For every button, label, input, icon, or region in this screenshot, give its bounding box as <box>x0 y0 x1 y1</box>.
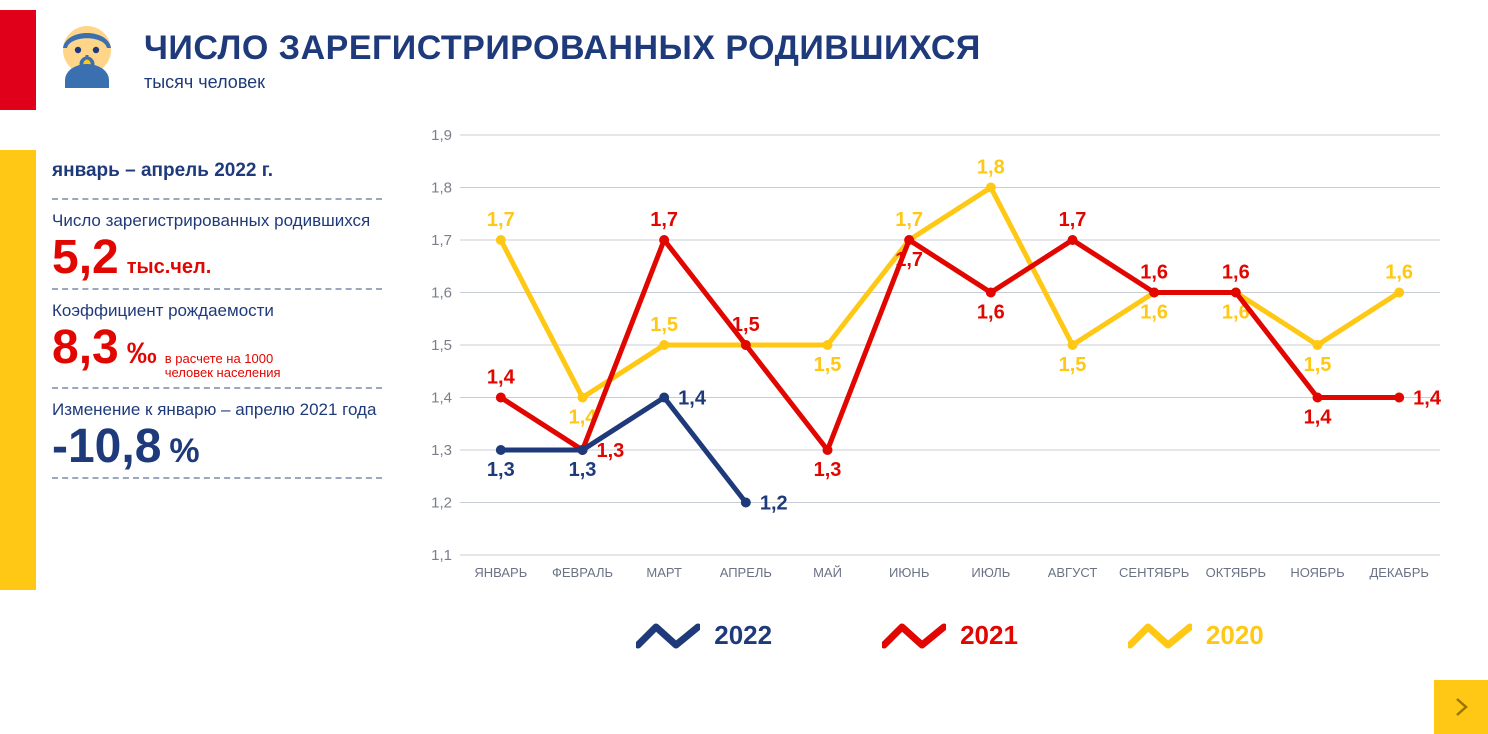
baby-icon <box>52 22 122 100</box>
stat-births-label: Число зарегистрированных родившихся <box>52 210 382 232</box>
svg-text:1,3: 1,3 <box>431 442 452 459</box>
svg-text:1,2: 1,2 <box>431 495 452 512</box>
separator <box>52 288 382 290</box>
legend-swatch-icon <box>1128 621 1192 651</box>
svg-text:1,7: 1,7 <box>895 209 923 231</box>
stat-rate-unit: ‰ <box>127 337 157 371</box>
next-button[interactable] <box>1434 680 1488 734</box>
svg-text:1,9: 1,9 <box>431 127 452 144</box>
svg-text:1,3: 1,3 <box>569 459 597 481</box>
stat-change-label: Изменение к январю – апрелю 2021 года <box>52 399 382 421</box>
svg-text:ДЕКАБРЬ: ДЕКАБРЬ <box>1369 565 1428 580</box>
stat-change: -10,8 % <box>52 423 382 471</box>
stat-rate: 8,3 ‰ в расчете на 1000 человек населени… <box>52 324 382 381</box>
page-subtitle: тысяч человек <box>144 72 981 93</box>
svg-text:1,2: 1,2 <box>760 493 788 515</box>
stat-births-value: 5,2 <box>52 234 119 282</box>
legend-item: 2021 <box>882 620 1018 651</box>
svg-text:НОЯБРЬ: НОЯБРЬ <box>1290 565 1344 580</box>
svg-text:1,7: 1,7 <box>1059 209 1087 231</box>
svg-text:1,8: 1,8 <box>431 180 452 197</box>
svg-text:СЕНТЯБРЬ: СЕНТЯБРЬ <box>1119 565 1189 580</box>
separator <box>52 387 382 389</box>
svg-text:1,6: 1,6 <box>1140 262 1168 284</box>
svg-text:АПРЕЛЬ: АПРЕЛЬ <box>720 565 772 580</box>
period-label: январь – апрель 2022 г. <box>52 160 382 192</box>
svg-text:1,8: 1,8 <box>977 157 1005 179</box>
svg-text:ЯНВАРЬ: ЯНВАРЬ <box>474 565 527 580</box>
stat-births: 5,2 тыс.чел. <box>52 234 382 282</box>
separator <box>52 477 382 479</box>
svg-text:1,4: 1,4 <box>487 367 516 389</box>
svg-text:МАЙ: МАЙ <box>813 565 842 580</box>
svg-text:ИЮНЬ: ИЮНЬ <box>889 565 929 580</box>
svg-text:ОКТЯБРЬ: ОКТЯБРЬ <box>1206 565 1266 580</box>
svg-text:МАРТ: МАРТ <box>646 565 682 580</box>
svg-text:1,7: 1,7 <box>431 232 452 249</box>
svg-text:1,6: 1,6 <box>1140 302 1168 324</box>
line-chart: 1,1 1,2 1,3 1,4 1,5 1,6 1,7 1,8 1,9 ЯНВАРЬ ФЕВРАЛЬ… <box>420 125 1450 605</box>
chart-legend: 2022 2021 2020 <box>500 620 1400 651</box>
legend-label: 2020 <box>1206 620 1264 651</box>
svg-text:1,4: 1,4 <box>1304 407 1333 429</box>
svg-text:1,7: 1,7 <box>487 209 515 231</box>
svg-text:1,5: 1,5 <box>1059 354 1087 376</box>
page-title: ЧИСЛО ЗАРЕГИСТРИРОВАННЫХ РОДИВШИХСЯ <box>144 29 981 68</box>
svg-text:1,4: 1,4 <box>431 390 452 407</box>
svg-text:1,5: 1,5 <box>431 337 452 354</box>
page-header: ЧИСЛО ЗАРЕГИСТРИРОВАННЫХ РОДИВШИХСЯ тыся… <box>52 22 1448 100</box>
svg-text:1,5: 1,5 <box>732 314 760 336</box>
legend-label: 2022 <box>714 620 772 651</box>
svg-text:1,6: 1,6 <box>1385 262 1413 284</box>
stats-panel: январь – апрель 2022 г. Число зарегистри… <box>52 160 382 489</box>
svg-text:ИЮЛЬ: ИЮЛЬ <box>971 565 1010 580</box>
svg-text:1,5: 1,5 <box>1304 354 1332 376</box>
svg-text:1,1: 1,1 <box>431 547 452 564</box>
svg-text:1,6: 1,6 <box>431 285 452 302</box>
legend-swatch-icon <box>882 621 946 651</box>
stat-change-value: -10,8 <box>52 423 161 471</box>
svg-text:1,4: 1,4 <box>1413 388 1442 410</box>
accent-bar-red <box>0 10 36 110</box>
svg-text:ФЕВРАЛЬ: ФЕВРАЛЬ <box>552 565 613 580</box>
infographic-page: ЧИСЛО ЗАРЕГИСТРИРОВАННЫХ РОДИВШИХСЯ тыся… <box>0 0 1488 734</box>
chevron-right-icon <box>1450 696 1472 718</box>
stat-births-unit: тыс.чел. <box>127 256 212 279</box>
svg-text:1,3: 1,3 <box>487 459 515 481</box>
svg-text:1,6: 1,6 <box>1222 262 1250 284</box>
svg-text:1,5: 1,5 <box>814 354 842 376</box>
svg-text:1,7: 1,7 <box>650 209 678 231</box>
legend-item: 2022 <box>636 620 772 651</box>
legend-swatch-icon <box>636 621 700 651</box>
stat-rate-label: Коэффициент рождаемости <box>52 300 382 322</box>
legend-item: 2020 <box>1128 620 1264 651</box>
svg-text:1,7: 1,7 <box>895 249 923 271</box>
stat-change-unit: % <box>169 432 199 471</box>
stat-rate-note: в расчете на 1000 человек населения <box>165 352 295 381</box>
svg-text:АВГУСТ: АВГУСТ <box>1048 565 1098 580</box>
stat-rate-value: 8,3 <box>52 324 119 372</box>
svg-text:1,3: 1,3 <box>597 440 625 462</box>
svg-text:1,3: 1,3 <box>814 459 842 481</box>
accent-bar-yellow <box>0 150 36 590</box>
svg-text:1,6: 1,6 <box>977 302 1005 324</box>
separator <box>52 198 382 200</box>
svg-text:1,4: 1,4 <box>678 388 707 410</box>
legend-label: 2021 <box>960 620 1018 651</box>
svg-text:1,5: 1,5 <box>650 314 678 336</box>
